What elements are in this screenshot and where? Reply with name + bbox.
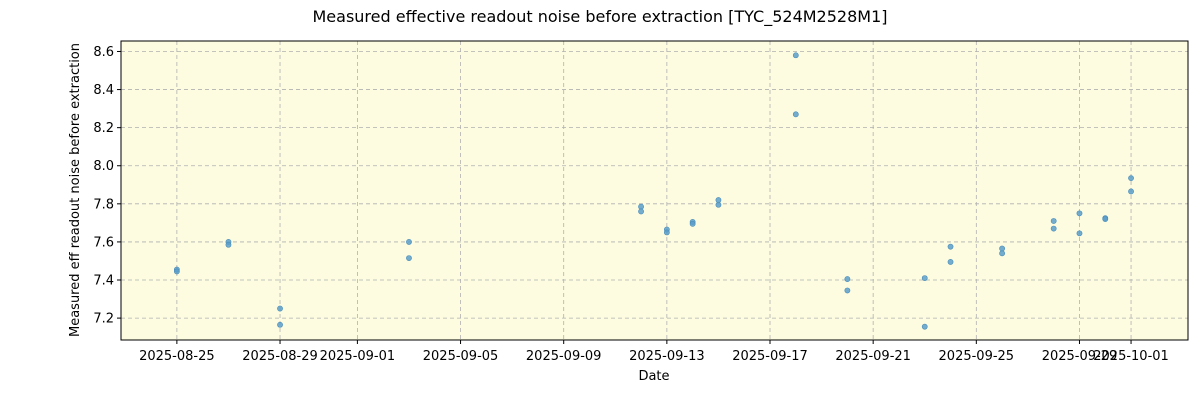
data-point bbox=[715, 201, 722, 208]
data-point bbox=[844, 287, 851, 294]
data-point bbox=[663, 229, 670, 236]
y-tick-label: 7.2 bbox=[93, 312, 114, 327]
data-point bbox=[638, 203, 644, 210]
data-point bbox=[277, 305, 283, 312]
x-tick-label: 2025-09-29 bbox=[1042, 349, 1118, 364]
data-point bbox=[1102, 216, 1109, 222]
y-axis-label: Measured eff readout noise before extrac… bbox=[68, 43, 83, 337]
data-point bbox=[1050, 218, 1057, 224]
data-point bbox=[1076, 210, 1083, 217]
data-point bbox=[921, 323, 928, 330]
data-point bbox=[947, 243, 954, 250]
data-point bbox=[638, 208, 644, 215]
data-point bbox=[406, 255, 412, 262]
y-tick-label: 7.8 bbox=[93, 197, 114, 212]
x-tick-label: 2025-09-17 bbox=[732, 349, 808, 364]
data-points bbox=[173, 52, 1134, 330]
x-tick-label: 2025-09-21 bbox=[835, 349, 911, 364]
data-point bbox=[1128, 188, 1134, 195]
y-tick-label: 7.6 bbox=[93, 235, 114, 250]
data-point bbox=[792, 111, 799, 118]
x-tick-label: 2025-09-05 bbox=[423, 349, 499, 364]
grid bbox=[121, 41, 1188, 340]
x-tick-label: 2025-10-01 bbox=[1093, 349, 1169, 364]
x-tick-label: 2025-08-29 bbox=[242, 349, 318, 364]
chart-title: Measured effective readout noise before … bbox=[313, 7, 888, 27]
plot-frame bbox=[120, 40, 1189, 341]
data-point bbox=[792, 52, 799, 59]
y-tick-label: 7.4 bbox=[93, 274, 114, 289]
data-point bbox=[1050, 225, 1057, 232]
x-axis-ticks: 2025-08-25 2025-08-29 2025-09-01 2025-09-05… bbox=[139, 340, 1169, 364]
x-tick-label: 2025-08-25 bbox=[139, 349, 215, 364]
data-point bbox=[999, 245, 1006, 252]
data-point bbox=[1076, 230, 1083, 237]
data-point bbox=[689, 220, 696, 227]
data-point bbox=[277, 321, 283, 328]
y-tick-label: 8.2 bbox=[93, 121, 114, 136]
data-point bbox=[947, 259, 954, 265]
data-point bbox=[844, 276, 851, 282]
data-point bbox=[921, 275, 928, 282]
data-point bbox=[715, 197, 722, 203]
y-tick-label: 8.0 bbox=[93, 159, 114, 174]
data-point bbox=[173, 268, 180, 275]
plot-area bbox=[121, 41, 1188, 340]
x-tick-label: 2025-09-25 bbox=[939, 349, 1015, 364]
x-axis-label: Date bbox=[638, 369, 669, 384]
data-point bbox=[406, 239, 412, 245]
y-tick-label: 8.6 bbox=[93, 45, 114, 60]
data-point bbox=[999, 250, 1006, 257]
y-tick-label: 8.4 bbox=[93, 83, 114, 98]
x-tick-label: 2025-09-01 bbox=[320, 349, 396, 364]
y-axis-ticks: 7.2 7.4 7.6 7.8 8.0 8.2 8.4 8.6 bbox=[93, 45, 121, 327]
data-point bbox=[225, 241, 232, 248]
data-point bbox=[1128, 175, 1134, 182]
x-tick-label: 2025-09-13 bbox=[629, 349, 705, 364]
x-tick-label: 2025-09-09 bbox=[526, 349, 602, 364]
